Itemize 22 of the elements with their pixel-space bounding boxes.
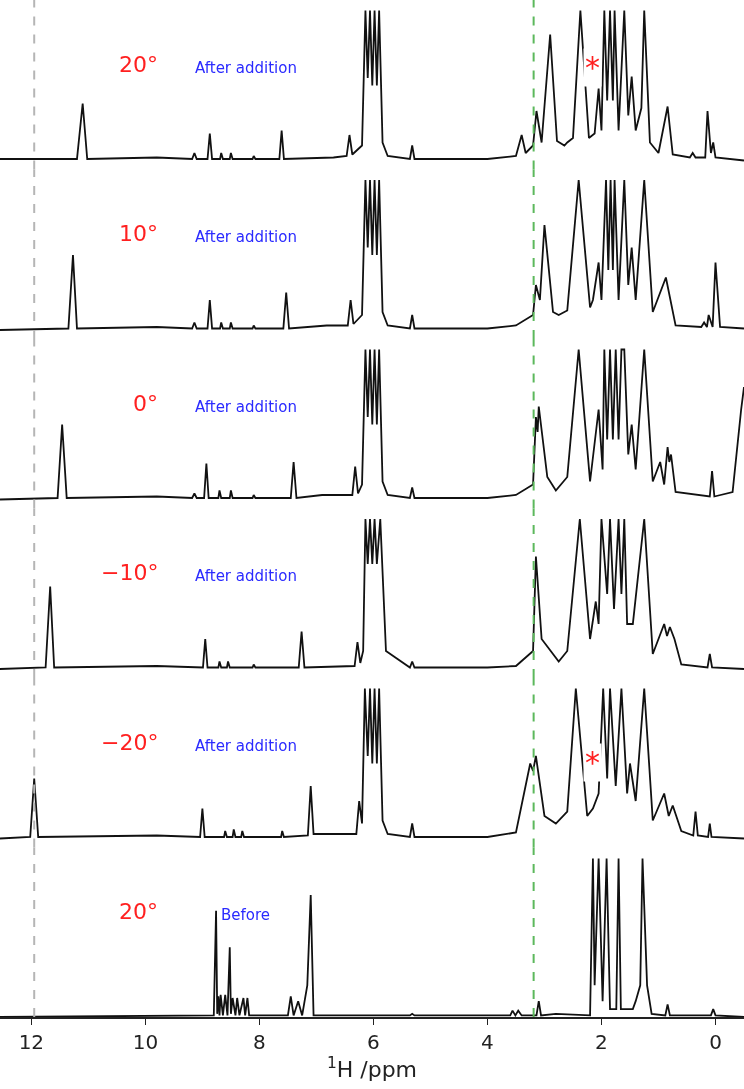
annotation: 20°	[119, 52, 158, 77]
annotation: 0°	[133, 391, 158, 416]
annotation: *	[585, 50, 600, 85]
x-tick-label: 6	[367, 1029, 380, 1054]
x-tick-label: 4	[481, 1029, 494, 1054]
annotation: −10°	[101, 560, 159, 585]
annotation: −20°	[101, 730, 159, 755]
annotation: After addition	[195, 567, 297, 585]
x-axis-title: $^{1}$H /ppm	[326, 1053, 418, 1082]
annotation: After addition	[195, 398, 297, 416]
annotation: 20°	[119, 899, 158, 924]
x-tick-label: 10	[132, 1029, 159, 1054]
x-tick-label: 12	[18, 1029, 45, 1054]
annotation: After addition	[195, 228, 297, 246]
x-tick-label: 8	[253, 1029, 266, 1054]
x-tick-label: 2	[595, 1029, 608, 1054]
annotation: Before	[221, 906, 271, 924]
annotation: After addition	[195, 737, 297, 755]
annotation: 10°	[119, 221, 158, 246]
annotation: *	[585, 745, 600, 780]
x-tick-label: 0	[709, 1029, 722, 1054]
annotation: After addition	[195, 59, 297, 77]
